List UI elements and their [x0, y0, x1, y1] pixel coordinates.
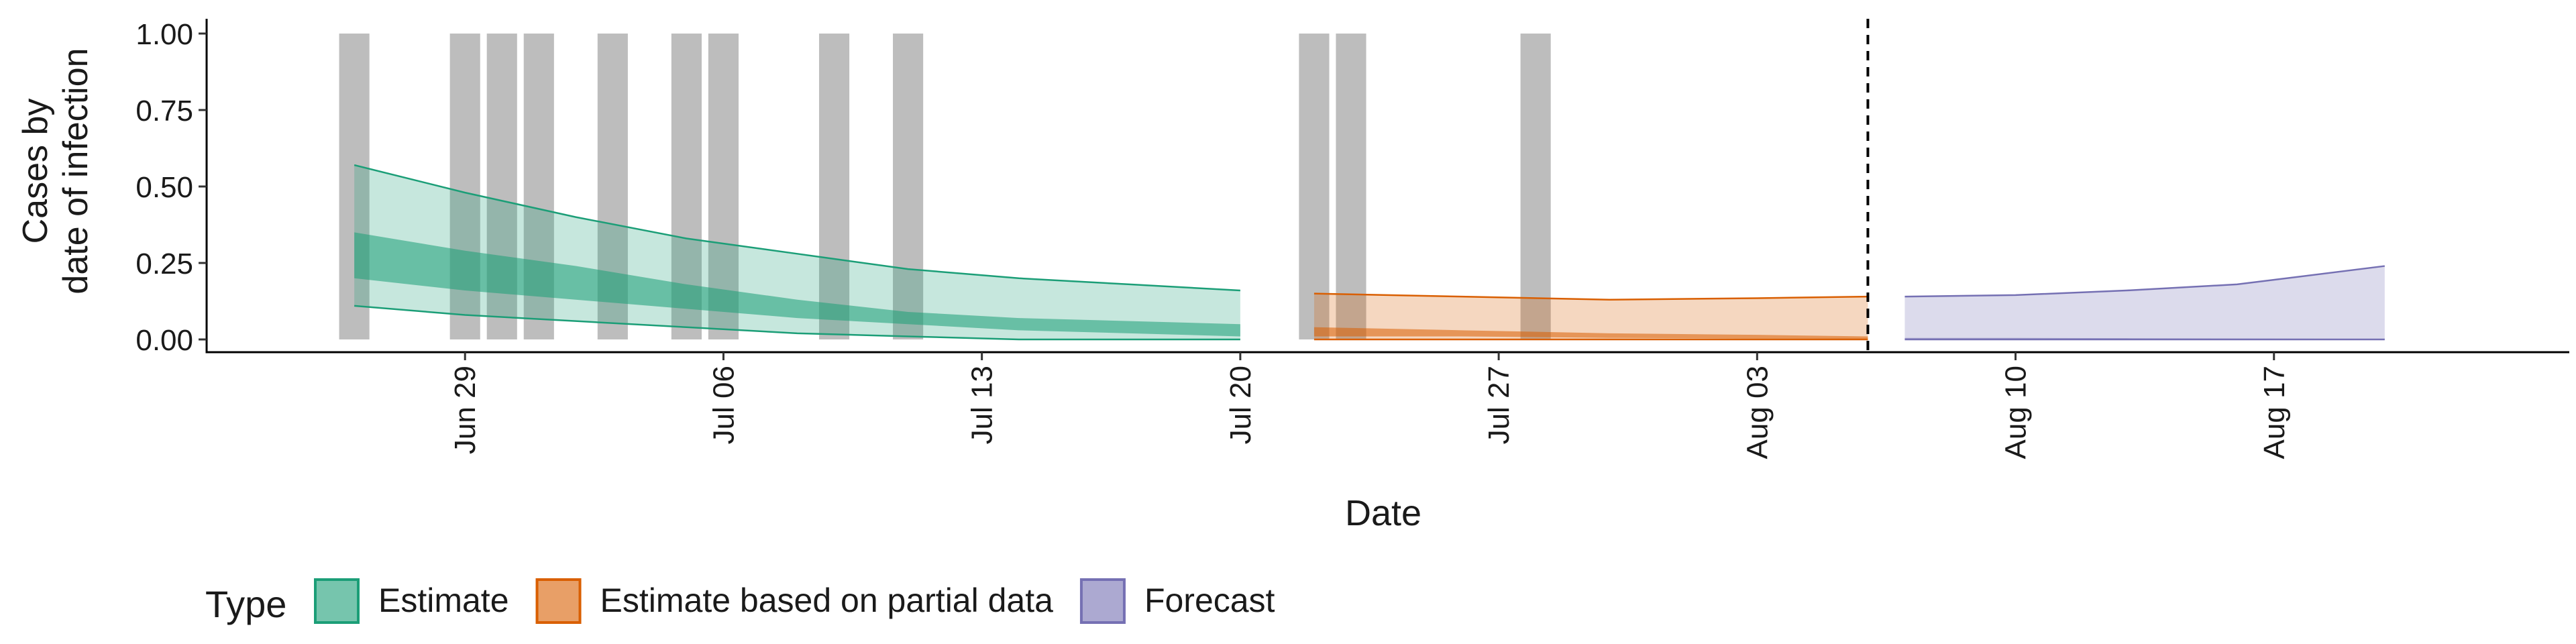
legend: Type Estimate Estimate based on partial d…: [205, 578, 1275, 625]
y-tick-label: 0.00: [136, 324, 193, 357]
x-tick-label: Jul 06: [707, 366, 740, 444]
y-axis-title-line2: date of infection: [56, 48, 95, 294]
forecast-outer-band: [1904, 266, 2385, 339]
estimate-bands: [354, 164, 2385, 341]
y-tick-label: 1.00: [136, 18, 193, 51]
x-tick-label: Jul 20: [1224, 366, 1257, 444]
x-axis-ticks: Jun 29 Jul 06 Jul 13 Jul 20 Jul 27 Aug 03 Aug …: [449, 352, 2291, 459]
axes: 0.000.250.500.751.00 Jun 29 Jul 06 Jul 13 J…: [136, 18, 2569, 459]
forecast-upper-edge: [1904, 265, 2385, 298]
legend-title: Type: [205, 583, 286, 625]
estimate-upper-edge: [354, 164, 1240, 292]
estimate-inner-band: [354, 232, 1240, 337]
observed-case-bar: [339, 34, 370, 339]
estimate-based-on-partial-data-upper-edge: [1313, 292, 1868, 301]
legend-label-estimate-based-on-partial-data: Estimate based on partial data: [600, 582, 1054, 619]
observed-case-bar: [818, 34, 850, 339]
x-tick-label: Aug 17: [2258, 366, 2291, 459]
x-tick-label: Jul 27: [1483, 366, 1515, 444]
observed-case-bar: [1520, 34, 1551, 339]
legend-key-forecast: [1079, 578, 1126, 624]
x-tick-label: Aug 03: [1741, 366, 1774, 459]
y-tick-label: 0.50: [136, 171, 193, 204]
x-axis-title: Date: [1345, 493, 1421, 533]
estimate-lower-edge: [354, 305, 1240, 341]
x-tick-label: Jul 13: [966, 366, 999, 444]
legend-label-forecast: Forecast: [1144, 582, 1275, 619]
legend-label-estimate: Estimate: [378, 582, 509, 619]
legend-key-estimate: [314, 578, 360, 624]
estimate-based-on-partial-data-inner-band: [1313, 327, 1868, 339]
observed-case-bar: [1336, 34, 1366, 339]
y-axis-ticks: 0.00 0.25 0.50 0.75 1.00: [136, 18, 207, 357]
y-tick-label: 0.25: [136, 248, 193, 280]
legend-key-estimate-based-on-partial-data: [535, 578, 582, 624]
observed-case-bar: [893, 34, 924, 339]
y-tick-label: 0.75: [136, 95, 193, 127]
x-tick-label: Jun 29: [449, 366, 482, 454]
y-axis-title-line1: Cases by: [16, 99, 55, 244]
estimate-based-on-partial-data-outer-band: [1313, 293, 1868, 339]
observed-case-bar: [1299, 34, 1330, 339]
x-tick-label: Aug 10: [2000, 366, 2033, 459]
